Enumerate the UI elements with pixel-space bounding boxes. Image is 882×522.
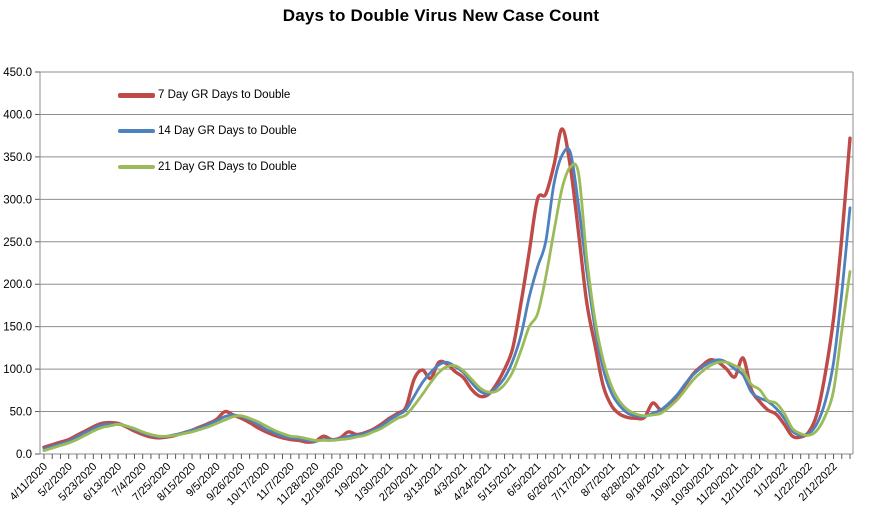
legend-item-7day: 7 Day GR Days to Double [118, 88, 297, 102]
legend-label-7day: 7 Day GR Days to Double [158, 89, 291, 101]
legend-item-21day: 21 Day GR Days to Double [118, 160, 297, 174]
legend-line-swatch-21day [118, 165, 155, 169]
legend-item-14day: 14 Day GR Days to Double [118, 124, 297, 138]
y-axis-tick-label: 200.0 [3, 279, 32, 291]
y-axis-tick-label: 250.0 [3, 237, 32, 249]
legend-label-14day: 14 Day GR Days to Double [158, 125, 297, 137]
series-line-21day [42, 162, 852, 452]
y-axis-tick-label: 450.0 [3, 67, 32, 79]
legend-line-swatch-14day [118, 129, 155, 133]
legend-line-swatch-7day [118, 92, 155, 98]
y-axis-tick-label: 0.0 [16, 449, 32, 461]
chart-title: Days to Double Virus New Case Count [282, 6, 600, 25]
y-axis-tick-label: 50.0 [10, 407, 32, 419]
y-axis-tick-label: 150.0 [3, 322, 32, 334]
y-axis-tick-label: 400.0 [3, 109, 32, 121]
legend: 7 Day GR Days to Double 14 Day GR Days t… [118, 88, 297, 196]
y-axis-tick-label: 100.0 [3, 364, 32, 376]
y-axis-tick-label: 300.0 [3, 194, 32, 206]
y-axis-tick-label: 350.0 [3, 152, 32, 164]
legend-label-21day: 21 Day GR Days to Double [158, 161, 297, 173]
